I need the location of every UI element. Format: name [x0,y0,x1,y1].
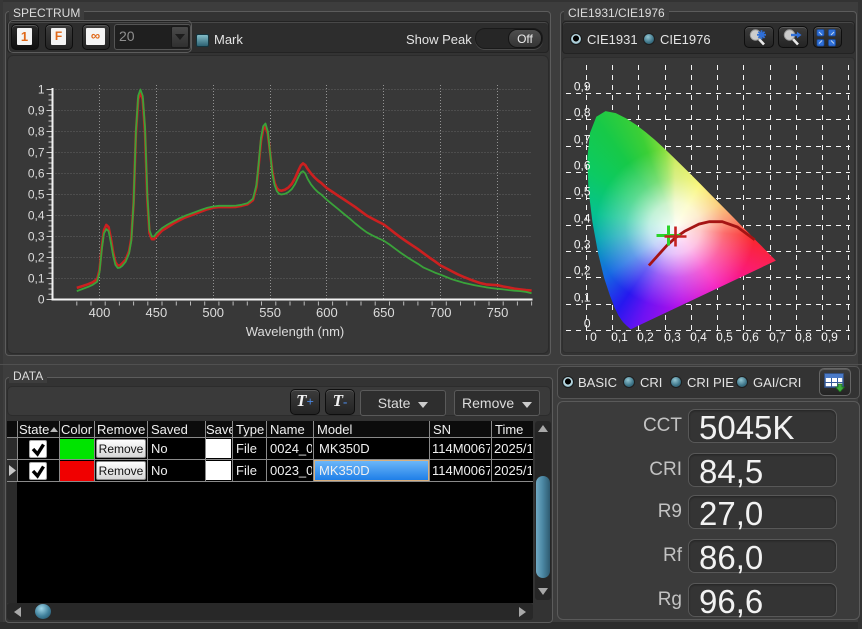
svg-text:0,9: 0,9 [821,330,838,344]
svg-text:0,6: 0,6 [574,159,591,173]
svg-text:0,2: 0,2 [637,330,654,344]
svg-text:0,1: 0,1 [28,272,45,286]
svg-text:0,8: 0,8 [574,106,591,120]
svg-text:0,3: 0,3 [28,230,45,244]
svg-text:Wavelength (nm): Wavelength (nm) [246,324,345,339]
svg-text:0,5: 0,5 [574,185,591,199]
svg-text:0,8: 0,8 [28,125,45,139]
svg-text:0: 0 [590,330,597,344]
svg-text:0,6: 0,6 [28,167,45,181]
svg-text:400: 400 [89,305,111,320]
svg-text:0,4: 0,4 [28,209,45,223]
svg-text:0,7: 0,7 [769,330,786,344]
svg-text:0,4: 0,4 [574,212,591,226]
svg-text:550: 550 [259,305,281,320]
svg-text:0,3: 0,3 [664,330,681,344]
svg-text:1: 1 [38,83,45,97]
svg-text:0,7: 0,7 [574,133,591,147]
svg-text:0,1: 0,1 [574,291,591,305]
svg-text:650: 650 [373,305,395,320]
svg-text:0: 0 [584,317,591,331]
svg-text:0,7: 0,7 [28,146,45,160]
svg-text:500: 500 [202,305,224,320]
svg-text:700: 700 [430,305,452,320]
svg-text:0,2: 0,2 [574,264,591,278]
svg-text:0,6: 0,6 [742,330,759,344]
svg-text:0,5: 0,5 [28,188,45,202]
svg-text:0: 0 [38,293,45,307]
svg-text:0,8: 0,8 [795,330,812,344]
svg-text:450: 450 [146,305,168,320]
svg-text:0,4: 0,4 [690,330,707,344]
svg-text:0,9: 0,9 [28,104,45,118]
svg-text:0,3: 0,3 [574,238,591,252]
svg-text:0,5: 0,5 [716,330,733,344]
svg-text:0,2: 0,2 [28,251,45,265]
svg-text:750: 750 [487,305,509,320]
svg-text:600: 600 [316,305,338,320]
svg-text:0,1: 0,1 [611,330,628,344]
svg-text:0,9: 0,9 [574,80,591,94]
